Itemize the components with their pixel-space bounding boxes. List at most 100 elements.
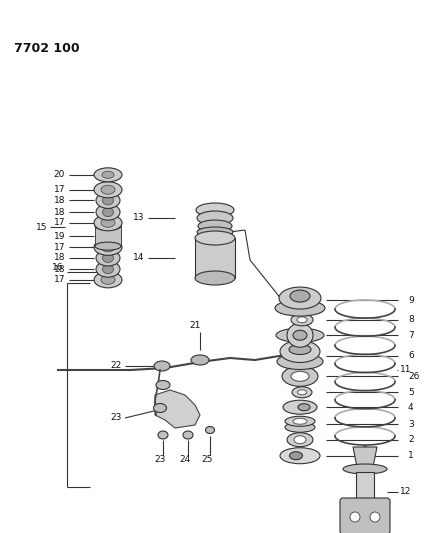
Text: 17: 17 xyxy=(54,243,65,252)
Ellipse shape xyxy=(197,211,233,225)
Ellipse shape xyxy=(283,400,317,414)
Ellipse shape xyxy=(96,204,120,220)
Ellipse shape xyxy=(94,272,122,288)
Text: 19: 19 xyxy=(54,232,65,240)
Text: 18: 18 xyxy=(54,254,65,262)
Ellipse shape xyxy=(350,512,360,522)
Ellipse shape xyxy=(279,287,321,309)
Ellipse shape xyxy=(101,185,115,194)
Ellipse shape xyxy=(285,416,315,426)
Text: 17: 17 xyxy=(54,219,65,227)
Polygon shape xyxy=(353,447,377,467)
Text: 22: 22 xyxy=(111,361,122,370)
Text: 17: 17 xyxy=(54,185,65,194)
Ellipse shape xyxy=(285,422,315,432)
Ellipse shape xyxy=(102,254,113,262)
Ellipse shape xyxy=(289,344,311,354)
Ellipse shape xyxy=(276,328,324,342)
Text: 26: 26 xyxy=(408,372,419,381)
Text: 16: 16 xyxy=(51,263,63,272)
Ellipse shape xyxy=(158,431,168,439)
Ellipse shape xyxy=(280,448,320,464)
Text: 6: 6 xyxy=(408,351,414,360)
Text: 5: 5 xyxy=(408,388,414,397)
Ellipse shape xyxy=(289,451,303,460)
Ellipse shape xyxy=(292,387,312,398)
Text: 8: 8 xyxy=(408,316,414,324)
Ellipse shape xyxy=(96,192,120,208)
Ellipse shape xyxy=(275,300,325,316)
Ellipse shape xyxy=(196,203,234,217)
Polygon shape xyxy=(155,390,200,428)
Text: 21: 21 xyxy=(189,321,201,330)
Ellipse shape xyxy=(294,435,306,444)
Ellipse shape xyxy=(101,243,115,252)
Text: 17: 17 xyxy=(54,276,65,284)
Ellipse shape xyxy=(94,182,122,198)
Ellipse shape xyxy=(291,372,309,381)
Ellipse shape xyxy=(94,215,122,231)
Ellipse shape xyxy=(195,231,235,245)
Ellipse shape xyxy=(287,433,313,447)
Ellipse shape xyxy=(95,242,121,250)
Ellipse shape xyxy=(101,219,115,227)
Ellipse shape xyxy=(205,426,214,433)
Text: 11: 11 xyxy=(400,366,411,375)
Text: 9: 9 xyxy=(408,296,414,304)
Ellipse shape xyxy=(282,366,318,386)
Ellipse shape xyxy=(297,317,307,323)
Ellipse shape xyxy=(195,271,235,285)
Text: 25: 25 xyxy=(201,456,213,464)
Ellipse shape xyxy=(343,464,387,474)
Text: 7: 7 xyxy=(408,331,414,340)
Ellipse shape xyxy=(183,431,193,439)
Ellipse shape xyxy=(96,261,120,277)
Text: 4: 4 xyxy=(408,403,413,411)
Text: 24: 24 xyxy=(179,456,190,464)
Text: 23: 23 xyxy=(155,456,166,464)
Ellipse shape xyxy=(104,268,113,276)
Ellipse shape xyxy=(102,265,113,273)
Ellipse shape xyxy=(370,512,380,522)
Ellipse shape xyxy=(287,323,313,348)
Ellipse shape xyxy=(102,171,114,179)
FancyBboxPatch shape xyxy=(340,498,390,533)
Ellipse shape xyxy=(277,353,323,369)
Ellipse shape xyxy=(101,276,115,284)
Text: 18: 18 xyxy=(54,196,65,205)
Text: 13: 13 xyxy=(133,214,144,222)
Text: 18: 18 xyxy=(54,208,65,216)
Text: 3: 3 xyxy=(408,420,414,429)
Ellipse shape xyxy=(154,361,170,371)
Ellipse shape xyxy=(280,341,320,362)
Text: 1: 1 xyxy=(408,451,414,460)
Ellipse shape xyxy=(154,403,166,413)
Ellipse shape xyxy=(156,381,170,390)
Ellipse shape xyxy=(198,220,232,232)
Text: 23: 23 xyxy=(110,414,122,423)
Ellipse shape xyxy=(290,290,310,302)
Ellipse shape xyxy=(96,250,120,266)
Ellipse shape xyxy=(95,222,121,230)
Text: 15: 15 xyxy=(36,223,47,232)
Ellipse shape xyxy=(197,227,233,237)
Ellipse shape xyxy=(191,355,209,365)
Text: 2: 2 xyxy=(408,435,413,444)
Ellipse shape xyxy=(297,390,306,395)
Text: 18: 18 xyxy=(54,265,65,273)
Ellipse shape xyxy=(293,330,307,340)
Ellipse shape xyxy=(293,418,307,424)
Ellipse shape xyxy=(291,314,313,326)
Ellipse shape xyxy=(94,239,122,255)
Bar xyxy=(95,226,121,246)
Text: 12: 12 xyxy=(400,488,411,497)
Text: 20: 20 xyxy=(54,171,65,179)
Text: 7702 100: 7702 100 xyxy=(14,42,80,54)
Ellipse shape xyxy=(102,208,113,216)
Bar xyxy=(356,472,374,507)
Text: 14: 14 xyxy=(133,254,144,262)
Ellipse shape xyxy=(94,168,122,182)
Bar xyxy=(195,238,235,278)
Ellipse shape xyxy=(298,403,310,411)
Ellipse shape xyxy=(102,196,113,205)
